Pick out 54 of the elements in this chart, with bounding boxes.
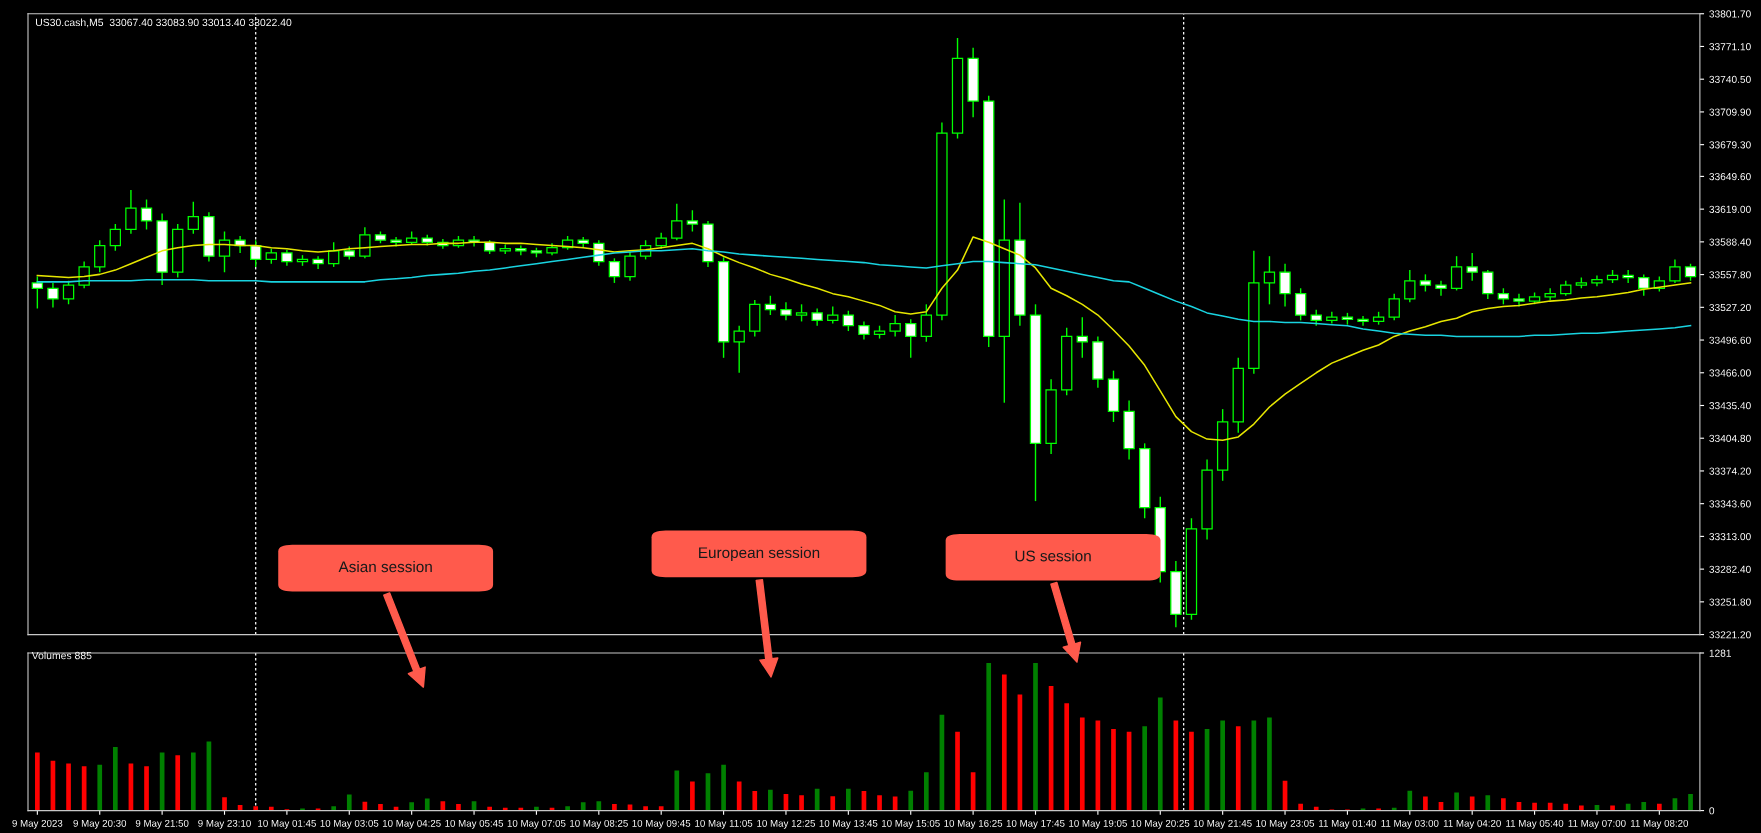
x-tick-label: 11 May 03:00 (1381, 819, 1439, 829)
y-tick-label: 33466.00 (1709, 369, 1751, 377)
y-tick-label: 33527.20 (1709, 303, 1751, 312)
x-tick-label: 10 May 20:25 (1131, 819, 1190, 829)
x-tick-label: 10 May 07:05 (507, 819, 566, 829)
x-tick-label: 10 May 19:05 (1069, 819, 1127, 829)
x-tick-label: 9 May 20:30 (73, 819, 127, 829)
x-tick-label: 10 May 17:45 (1006, 819, 1065, 829)
x-tick-label: 10 May 12:25 (757, 819, 816, 829)
x-tick-label: 10 May 21:45 (1193, 819, 1252, 829)
x-tick-label: 10 May 03:05 (320, 819, 379, 829)
y-tick-label: 33404.80 (1709, 434, 1751, 442)
y-tick-label: 33374.20 (1709, 467, 1751, 475)
y-tick-label: 0 (1709, 807, 1715, 815)
y-tick-label: 33588.40 (1709, 238, 1751, 246)
x-tick-label: 10 May 09:45 (632, 819, 691, 829)
x-tick-label: 10 May 01:45 (258, 819, 316, 829)
y-tick-label: 33282.40 (1709, 565, 1751, 573)
x-tick-label: 10 May 15:05 (882, 819, 940, 829)
x-tick-label: 9 May 23:10 (198, 819, 251, 829)
annotation: US session (1015, 550, 1091, 562)
y-tick-label: 33709.90 (1709, 108, 1751, 116)
y-tick-label: 33557.80 (1709, 271, 1751, 279)
x-tick-label: 9 May 21:50 (135, 819, 189, 829)
x-tick-label: 10 May 11:05 (695, 819, 753, 829)
x-tick-label: 11 May 01:40 (1319, 819, 1377, 829)
x-tick-label: 11 May 04:20 (1443, 819, 1501, 829)
y-tick-label: 33496.60 (1709, 336, 1751, 344)
y-tick-label: 33343.60 (1709, 500, 1751, 508)
y-tick-label: 33435.40 (1709, 402, 1751, 410)
y-tick-label: 33251.80 (1709, 598, 1751, 606)
y-tick-label: 33801.70 (1709, 10, 1751, 18)
y-tick-label: 33619.00 (1709, 205, 1751, 213)
y-tick-label: 33740.50 (1709, 75, 1751, 83)
chart-title: Volumes 885 (31, 651, 92, 660)
x-tick-label: 10 May 05:45 (445, 819, 504, 829)
y-tick-label: 1281 (1709, 649, 1731, 657)
y-tick-label: 33649.60 (1709, 173, 1751, 181)
x-tick-label: 11 May 07:00 (1568, 819, 1626, 829)
y-tick-label: 33679.30 (1709, 141, 1751, 149)
x-tick-label: 10 May 04:25 (382, 819, 441, 829)
x-tick-label: 10 May 08:25 (570, 819, 628, 829)
x-tick-label: 11 May 08:20 (1630, 819, 1689, 829)
y-tick-label: 33221.20 (1709, 631, 1751, 639)
x-tick-label: 10 May 23:05 (1256, 819, 1315, 829)
x-tick-label: 11 May 05:40 (1506, 819, 1564, 829)
y-tick-label: 33313.00 (1709, 532, 1751, 541)
annotation: European session (699, 546, 820, 562)
y-tick-label: 33771.10 (1709, 43, 1751, 51)
annotation: Asian session (338, 560, 432, 573)
x-tick-label: 10 May 16:25 (944, 819, 1003, 829)
x-tick-label: 10 May 13:45 (819, 819, 878, 829)
x-tick-label: 9 May 2023 (12, 819, 63, 829)
chart-title: US30.cash,M5 33067.40 33083.90 33013.40 33022.40 (36, 18, 292, 28)
